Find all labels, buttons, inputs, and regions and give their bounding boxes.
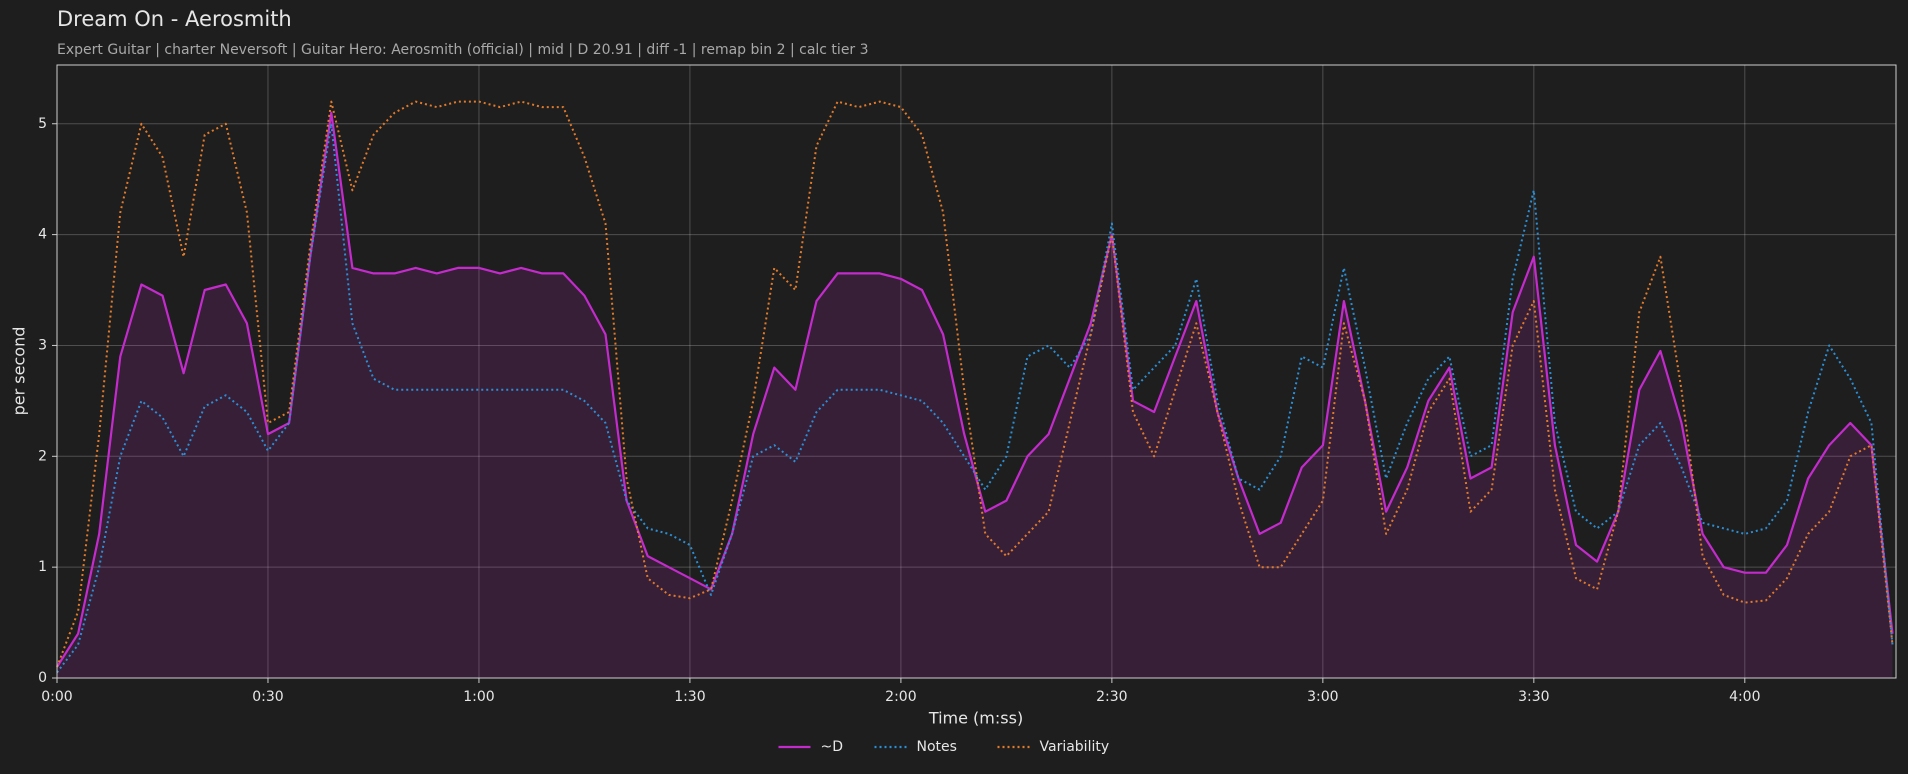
y-tick-label: 0 xyxy=(38,670,47,686)
legend-label: ~D xyxy=(821,739,844,755)
x-tick-label: 4:00 xyxy=(1729,689,1760,705)
y-tick-label: 5 xyxy=(38,116,47,132)
series-line xyxy=(56,111,1894,668)
legend-label: Variability xyxy=(1040,739,1110,755)
legend-label: Notes xyxy=(917,739,957,755)
x-tick-label: 0:30 xyxy=(252,689,283,705)
x-tick-label: 0:00 xyxy=(41,689,72,705)
area xyxy=(57,112,1893,678)
y-tick-label: 4 xyxy=(38,227,47,243)
y-tick-label: 1 xyxy=(38,559,47,575)
chart-subtitle: Expert Guitar | charter Neversoft | Guit… xyxy=(57,42,869,58)
x-tick-label: 2:00 xyxy=(885,689,916,705)
y-tick-label: 3 xyxy=(38,337,47,353)
y-tick-label: 2 xyxy=(38,448,47,464)
x-tick-label: 3:00 xyxy=(1307,689,1338,705)
series-line xyxy=(56,100,1894,668)
x-tick-label: 1:00 xyxy=(463,689,494,705)
plot-frame xyxy=(56,64,1897,679)
y-axis-label: per second xyxy=(10,327,29,416)
x-axis-label: Time (m:ss) xyxy=(928,709,1023,728)
chart-title: Dream On - Aerosmith xyxy=(57,7,292,31)
x-tick-label: 1:30 xyxy=(674,689,705,705)
x-tick-label: 3:30 xyxy=(1518,689,1549,705)
series-line xyxy=(56,122,1894,674)
x-tick-label: 2:30 xyxy=(1096,689,1127,705)
